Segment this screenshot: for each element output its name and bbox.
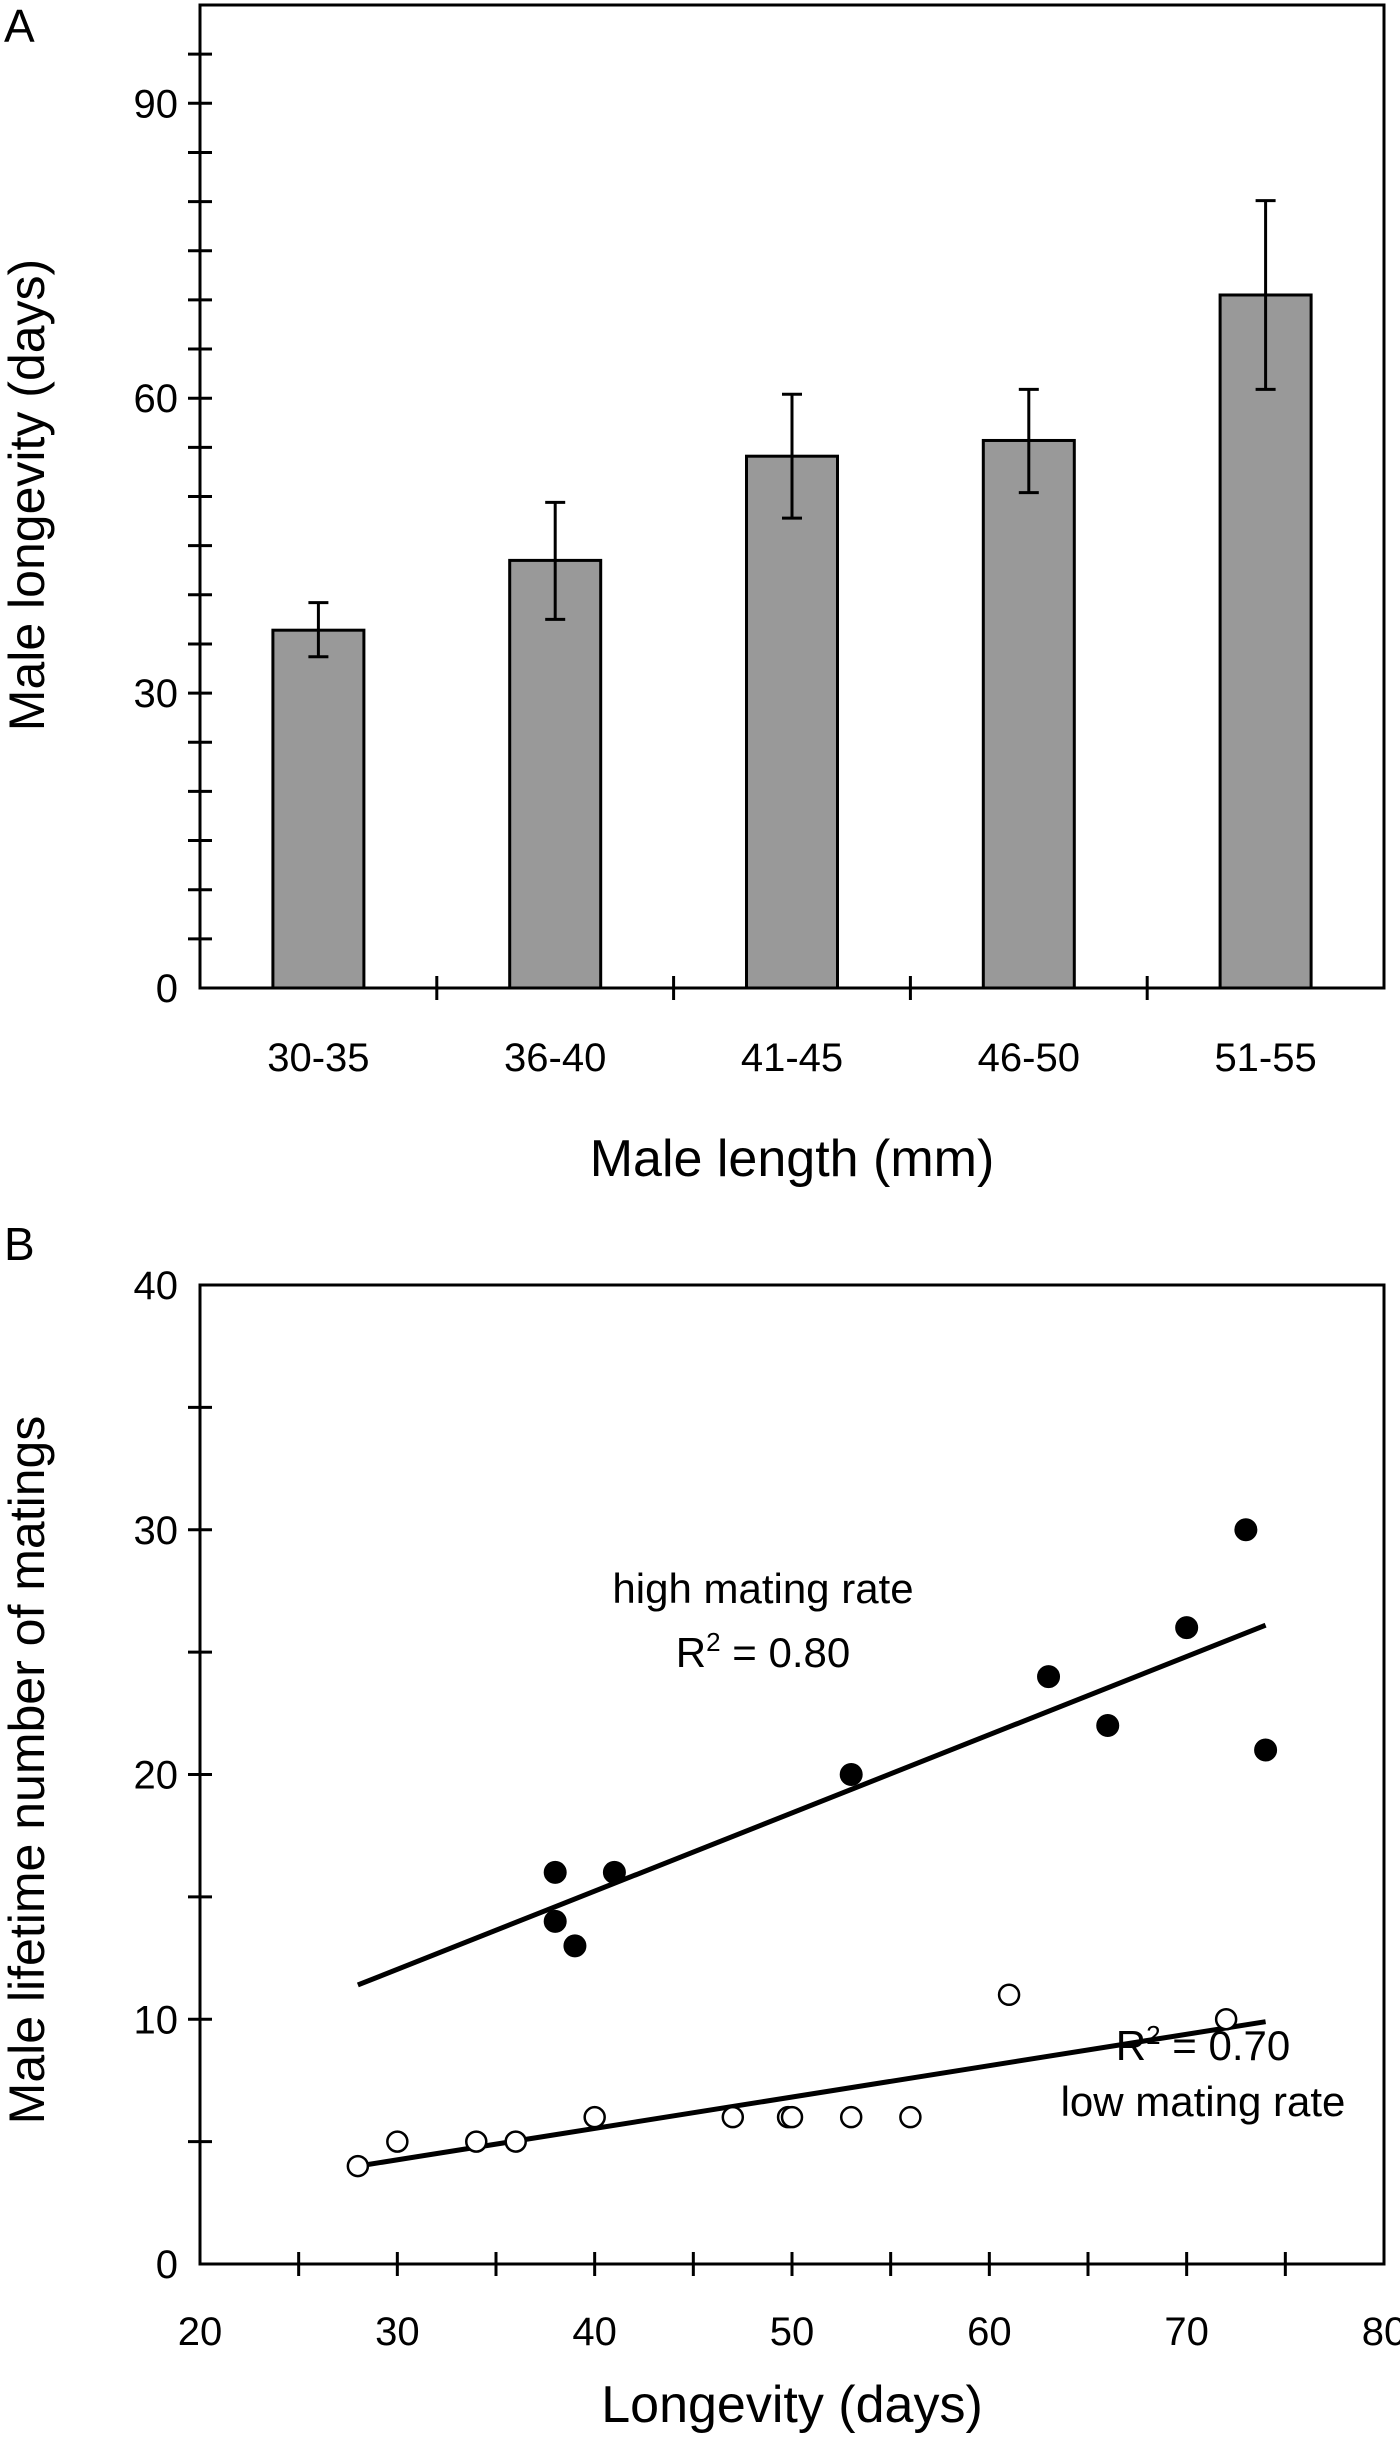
x-tick-label: 46-50 xyxy=(978,1036,1080,1080)
low-rate-annotation: low mating rate xyxy=(1061,2078,1346,2125)
y-tick-label: 0 xyxy=(156,2243,178,2287)
point-low-rate xyxy=(346,2154,370,2178)
panel-b-plot: 0 10 20 30 40 20 30 40 50 60 70 80 xyxy=(134,1264,1400,2354)
y-tick-label: 30 xyxy=(134,672,179,716)
y-tick-label: 20 xyxy=(134,1754,179,1798)
x-tick-label: 36-40 xyxy=(504,1036,606,1080)
point-high-rate xyxy=(1234,1518,1258,1542)
x-tick-label: 60 xyxy=(967,2310,1012,2354)
x-tick-label: 50 xyxy=(770,2310,815,2354)
x-tick-label: 30-35 xyxy=(267,1036,369,1080)
point-high-rate xyxy=(1254,1738,1278,1762)
y-tick-label: 40 xyxy=(134,1264,179,1308)
point-low-rate xyxy=(997,1983,1021,2007)
high-rate-annotation: high mating rate xyxy=(612,1565,913,1612)
point-low-rate xyxy=(504,2130,527,2153)
x-tick-label: 20 xyxy=(178,2310,223,2354)
panel-a-plot: 0 30 60 90 30-35 36-40 41-45 46-50 51-55 xyxy=(134,3,1386,1080)
bar xyxy=(1218,293,1313,990)
x-tick-label: 51-55 xyxy=(1214,1036,1316,1080)
panel-a-ylabel: Male longevity (days) xyxy=(0,259,55,731)
bar xyxy=(271,628,366,990)
point-low-rate xyxy=(465,2130,488,2153)
low-rate-r2: R2 = 0.70 xyxy=(1116,2020,1290,2069)
y-tick-label: 90 xyxy=(134,82,179,126)
panel-a: A 0 30 60 90 30-35 36-40 41-45 46-50 51-55 Male … xyxy=(0,0,1386,1188)
x-tick-label: 70 xyxy=(1164,2310,1209,2354)
point-high-rate xyxy=(839,1763,863,1786)
point-high-rate xyxy=(602,1860,626,1884)
point-high-rate xyxy=(543,1860,567,1884)
panel-b: B 0 10 20 30 40 20 30 40 50 60 70 80 Longevity (day… xyxy=(0,1218,1400,2434)
panel-b-label: B xyxy=(4,1218,35,1270)
point-low-rate xyxy=(386,2130,409,2153)
x-tick-label: 40 xyxy=(572,2310,617,2354)
point-low-rate xyxy=(1214,2008,1238,2031)
point-low-rate xyxy=(839,2105,863,2129)
y-tick-label: 10 xyxy=(134,1998,179,2042)
point-high-rate xyxy=(563,1934,587,1958)
panel-a-xlabel: Male length (mm) xyxy=(590,1130,995,1188)
trendline-high xyxy=(356,1622,1267,1988)
point-high-rate xyxy=(1175,1616,1199,1640)
panel-b-ylabel: Male lifetime number of matings xyxy=(0,1416,55,2125)
bar xyxy=(745,454,839,990)
point-high-rate xyxy=(1096,1714,1120,1738)
bar xyxy=(508,558,603,990)
y-tick-label: 60 xyxy=(134,377,179,421)
high-rate-r2: R2 = 0.80 xyxy=(676,1627,850,1676)
point-low-rate xyxy=(583,2105,606,2129)
bar xyxy=(981,438,1076,990)
x-tick-label: 80 xyxy=(1362,2310,1400,2354)
point-high-rate xyxy=(1037,1665,1061,1689)
x-tick-label: 30 xyxy=(375,2310,420,2354)
point-low-rate xyxy=(780,2105,804,2129)
y-tick-label: 0 xyxy=(156,967,178,1011)
panel-b-xlabel: Longevity (days) xyxy=(601,2376,983,2434)
panel-a-label: A xyxy=(4,0,35,52)
x-tick-label: 41-45 xyxy=(741,1036,843,1080)
point-low-rate xyxy=(721,2105,745,2129)
point-low-rate xyxy=(899,2105,922,2129)
point-high-rate xyxy=(543,1909,567,1933)
y-tick-label: 30 xyxy=(134,1509,179,1553)
